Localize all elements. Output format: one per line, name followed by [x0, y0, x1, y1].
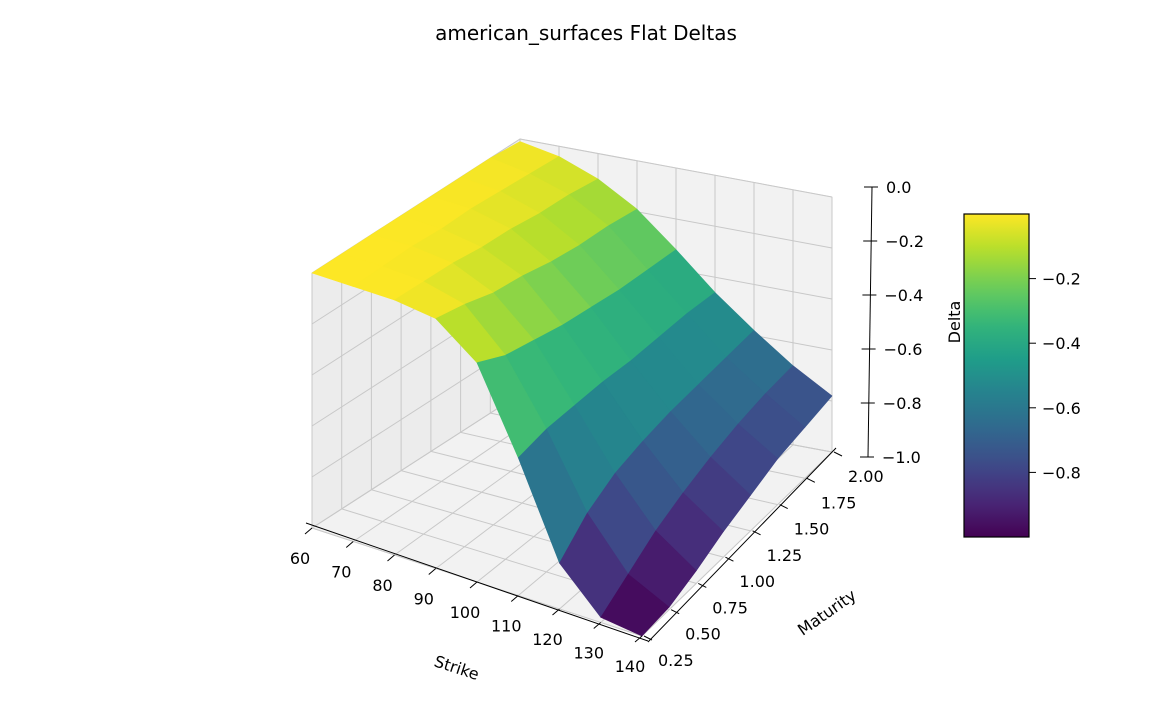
z-tick-label: 0.0 — [886, 178, 911, 197]
x-tick-label: 70 — [331, 563, 351, 582]
x-tick-label: 100 — [450, 603, 481, 622]
z-tick-label: −0.4 — [884, 286, 923, 305]
y-tick — [752, 530, 761, 536]
surface-patch — [600, 573, 670, 637]
colorbar — [963, 213, 1030, 538]
x-tick — [593, 622, 602, 629]
colorbar-ticks: −0.2 −0.4 −0.6 −0.8 — [1029, 270, 1081, 482]
x-tick — [387, 554, 395, 562]
y-tick-label: 0.50 — [685, 625, 721, 644]
x-tick — [634, 635, 643, 643]
y-tick-label: 2.00 — [848, 467, 884, 486]
z-tick-label: −0.8 — [883, 394, 922, 413]
x-axis-label: Strike — [432, 652, 482, 684]
surface-plot — [311, 141, 833, 637]
z-axis-line — [867, 186, 873, 458]
y-tick-label: 1.25 — [767, 546, 803, 565]
x-tick — [345, 541, 354, 548]
x-tick — [304, 527, 313, 535]
x-tick — [469, 581, 478, 589]
x-tick-label: 130 — [573, 644, 604, 663]
z-tick-label: −0.2 — [885, 232, 924, 251]
colorbar-tick-label: −0.6 — [1042, 399, 1081, 418]
z-tick-label: −1.0 — [882, 448, 921, 467]
tick-labels: 60 70 80 90 100 110 120 130 140 0.25 0.50 0.75 1.00 1… — [290, 178, 924, 676]
x-tick — [428, 568, 437, 575]
y-axis-line — [647, 447, 837, 643]
colorbar-tick-label: −0.8 — [1042, 463, 1081, 482]
x-tick-label: 80 — [372, 576, 392, 595]
z-axis-label: Delta — [945, 301, 964, 344]
z-tick-label: −0.6 — [884, 340, 923, 359]
x-tick-label: 90 — [414, 590, 434, 609]
y-tick-label: 0.25 — [658, 651, 694, 670]
axis-lines — [304, 186, 878, 643]
y-tick-label: 1.75 — [821, 493, 857, 512]
y-tick — [725, 556, 734, 562]
y-tick — [779, 504, 788, 510]
y-tick — [643, 635, 653, 641]
y-tick — [833, 451, 843, 457]
colorbar-tick-label: −0.4 — [1042, 334, 1081, 353]
y-tick — [670, 609, 680, 615]
y-tick-label: 0.75 — [712, 598, 748, 617]
x-tick-label: 120 — [532, 630, 563, 649]
x-tick — [510, 595, 519, 602]
y-tick — [806, 477, 816, 483]
x-tick-label: 110 — [491, 617, 522, 636]
y-tick — [698, 582, 707, 588]
x-tick-label: 60 — [290, 549, 310, 568]
colorbar-tick-label: −0.2 — [1042, 270, 1081, 289]
x-tick-label: 140 — [615, 657, 646, 676]
y-tick-label: 1.50 — [794, 520, 830, 539]
y-axis-label: Maturity — [794, 586, 860, 640]
x-tick — [552, 608, 560, 616]
y-tick-label: 1.00 — [739, 572, 775, 591]
chart-title: american_surfaces Flat Deltas — [435, 21, 737, 45]
